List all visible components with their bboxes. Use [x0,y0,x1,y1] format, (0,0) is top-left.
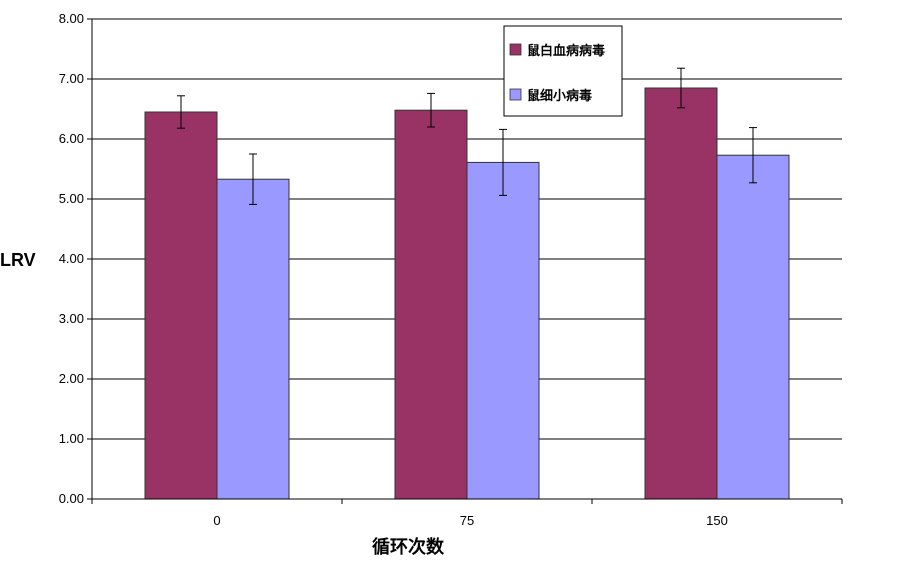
y-tick-label: 2.00 [59,371,84,386]
y-tick-label: 8.00 [59,11,84,26]
y-tick-label: 1.00 [59,431,84,446]
legend-label-0: 鼠白血病病毒 [527,43,605,58]
axes: 0.00 1.00 2.00 3.00 4.00 5.00 6.00 7.00 8.00 0 75 1… [59,11,843,528]
x-tick-label: 75 [460,513,474,528]
legend-box [503,25,623,117]
x-tick-label: 0 [213,513,220,528]
x-axis-label: 循环次数 [372,536,445,557]
y-tick-label: 7.00 [59,71,84,86]
y-tick-label: 3.00 [59,311,84,326]
legend-swatch-0 [509,43,522,56]
y-tick-label: 0.00 [59,491,84,506]
bar [216,178,290,500]
legend-swatch-1 [509,88,522,101]
bar [644,87,718,500]
bars [144,87,790,500]
y-tick-label: 6.00 [59,131,84,146]
bar [394,109,468,500]
y-axis-label: LRV [0,250,36,270]
bar [144,111,218,500]
y-tick-label: 5.00 [59,191,84,206]
x-tick-label: 150 [706,513,728,528]
bar [716,154,790,500]
y-tick-label: 4.00 [59,251,84,266]
error-bars [177,67,757,205]
legend: 鼠白血病病毒 鼠细小病毒 [503,25,623,117]
legend-label-1: 鼠细小病毒 [527,88,592,103]
bar [466,161,540,500]
